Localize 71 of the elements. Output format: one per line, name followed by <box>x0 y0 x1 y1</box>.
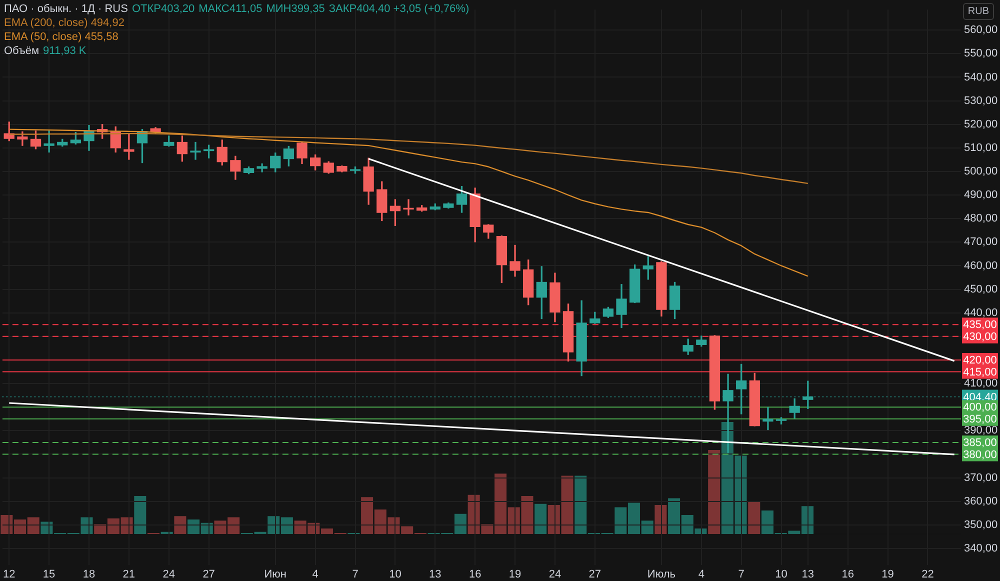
x-tick-label: 19 <box>882 568 894 581</box>
x-tick-label: 21 <box>122 568 136 581</box>
bar <box>708 450 720 534</box>
y-tick-label: 550,00 <box>964 48 998 60</box>
x-tick-label: 16 <box>468 568 482 581</box>
y-tick-label: 510,00 <box>964 142 998 154</box>
x-tick-label: 13 <box>802 568 814 581</box>
text: Объём <box>4 45 40 57</box>
annotation: ОТКР403,20 <box>132 3 195 15</box>
candlestick <box>190 142 201 160</box>
y-tick-label: 410,00 <box>964 378 998 390</box>
candlestick <box>762 407 774 430</box>
candlestick <box>403 199 414 216</box>
x-tick-label: 7 <box>352 568 358 581</box>
x-tick-label: 7 <box>738 568 744 581</box>
x-tick-label: 27 <box>588 568 602 581</box>
x-tick-label: 16 <box>842 568 854 581</box>
candlestick <box>124 132 134 160</box>
y-tick-label: 340,00 <box>964 542 998 555</box>
x-tick-label: 13 <box>429 568 442 581</box>
x-tick-label: Июн <box>264 568 286 581</box>
y-tick-label: 450,00 <box>964 283 998 296</box>
x-tick-label: 4 <box>698 568 704 581</box>
bar <box>748 502 760 534</box>
chart-title: ПАО · обыкн. · 1Д · RUS <box>4 3 128 15</box>
y-tick-label: 470,00 <box>964 236 998 248</box>
annotation: 911,93 K <box>43 45 86 57</box>
y-tick-label: 480,00 <box>964 212 998 225</box>
text: EMA (50, close) 455,58 <box>4 31 118 43</box>
x-tick-label: 18 <box>82 568 96 581</box>
x-tick-label: 15 <box>42 568 56 581</box>
annotation: ЗАКР404,40 +3,05 (+0,76%) <box>328 3 470 15</box>
x-tick-label: 4 <box>312 568 318 581</box>
bar <box>534 504 547 534</box>
y-tick-label: 350,00 <box>964 518 998 531</box>
y-tick-label: 370,00 <box>964 472 998 484</box>
y-tick-label: 560,00 <box>964 24 998 36</box>
ref-line-label: 395,00 <box>963 413 997 426</box>
ref-line-label: 404,40 <box>963 391 997 404</box>
y-tick-label: 390,00 <box>964 424 998 437</box>
ref-line-label: 430,00 <box>963 330 997 343</box>
y-tick-label: 540,00 <box>964 71 998 84</box>
x-tick-label: 22 <box>922 568 934 581</box>
y-tick-label: 360,00 <box>964 495 998 508</box>
y-tick-label: 520,00 <box>964 118 998 130</box>
x-tick-label: 19 <box>508 568 522 581</box>
ref-line-label: 400,00 <box>963 402 997 414</box>
y-tick-label: 440,00 <box>964 306 998 319</box>
x-tick-label: Июль <box>647 568 676 581</box>
x-tick-label: 24 <box>162 568 175 581</box>
ref-line-label: 420,00 <box>963 354 997 367</box>
y-axis-title: RUB <box>962 3 994 20</box>
x-tick-label: 12 <box>2 568 16 581</box>
bar <box>134 496 146 534</box>
y-tick-label: 500,00 <box>964 166 998 178</box>
x-tick-label: 24 <box>548 568 562 581</box>
annotation: МИН399,35 <box>266 3 325 15</box>
annotation: МАКС411,05 <box>198 3 262 15</box>
x-tick-label: 27 <box>202 568 215 581</box>
candlestick <box>44 130 54 152</box>
ref-line-label: 385,00 <box>963 437 997 449</box>
y-tick-label: 530,00 <box>964 94 998 107</box>
bar <box>174 516 186 534</box>
text: EMA (200, close) 494,92 <box>4 17 124 29</box>
ref-line-label: 415,00 <box>963 366 997 378</box>
y-tick-label: 460,00 <box>964 260 998 272</box>
y-tick-label: 490,00 <box>964 189 998 202</box>
ref-line-label: 435,00 <box>963 319 997 332</box>
x-tick-label: 10 <box>389 568 402 581</box>
x-tick-label: 10 <box>775 568 788 581</box>
ref-line-label: 380,00 <box>963 448 997 461</box>
